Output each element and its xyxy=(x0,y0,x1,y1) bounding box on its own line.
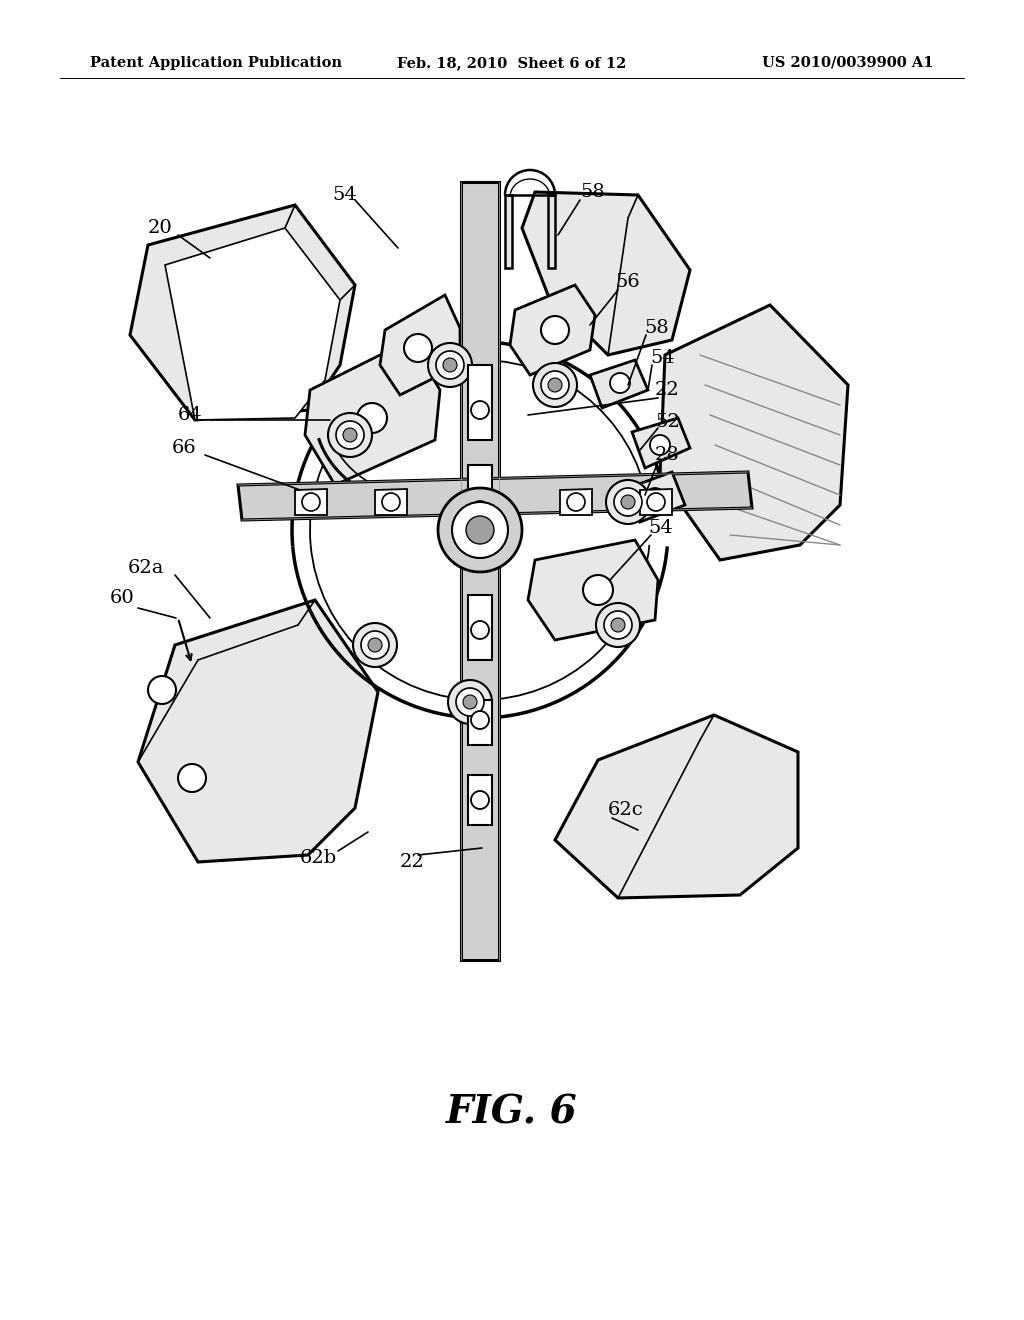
Text: 54: 54 xyxy=(648,519,673,537)
Polygon shape xyxy=(510,285,595,375)
Text: 20: 20 xyxy=(148,219,173,238)
Circle shape xyxy=(357,403,387,433)
Circle shape xyxy=(611,618,625,632)
Circle shape xyxy=(328,413,372,457)
Polygon shape xyxy=(528,540,658,640)
Circle shape xyxy=(541,315,569,345)
Polygon shape xyxy=(375,488,407,515)
Text: 64: 64 xyxy=(178,407,203,424)
Polygon shape xyxy=(468,595,492,660)
Polygon shape xyxy=(505,195,512,268)
Polygon shape xyxy=(560,488,592,515)
Polygon shape xyxy=(468,700,492,744)
Circle shape xyxy=(604,611,632,639)
Text: 60: 60 xyxy=(110,589,135,607)
Text: 62b: 62b xyxy=(300,849,337,867)
Circle shape xyxy=(148,676,176,704)
Circle shape xyxy=(471,711,489,729)
Circle shape xyxy=(449,680,492,723)
Circle shape xyxy=(353,623,397,667)
Polygon shape xyxy=(295,488,327,515)
Polygon shape xyxy=(522,191,690,355)
Circle shape xyxy=(343,428,357,442)
Text: 62a: 62a xyxy=(128,558,165,577)
Circle shape xyxy=(647,492,665,511)
Circle shape xyxy=(471,791,489,809)
Circle shape xyxy=(596,603,640,647)
Circle shape xyxy=(471,502,489,519)
Polygon shape xyxy=(468,775,492,825)
Text: 58: 58 xyxy=(580,183,605,201)
Circle shape xyxy=(428,343,472,387)
Polygon shape xyxy=(305,341,440,484)
Text: US 2010/0039900 A1: US 2010/0039900 A1 xyxy=(763,55,934,70)
Circle shape xyxy=(336,421,364,449)
Circle shape xyxy=(382,492,400,511)
Circle shape xyxy=(534,363,577,407)
Circle shape xyxy=(463,696,477,709)
Text: 54: 54 xyxy=(332,186,356,205)
Circle shape xyxy=(456,688,484,715)
Text: 52: 52 xyxy=(655,413,680,432)
Circle shape xyxy=(583,576,613,605)
Circle shape xyxy=(645,488,665,508)
Circle shape xyxy=(567,492,585,511)
Polygon shape xyxy=(130,205,355,420)
Circle shape xyxy=(548,378,562,392)
Circle shape xyxy=(436,351,464,379)
Text: Patent Application Publication: Patent Application Publication xyxy=(90,55,342,70)
Polygon shape xyxy=(632,418,690,469)
Circle shape xyxy=(452,502,508,558)
Polygon shape xyxy=(238,473,752,520)
Circle shape xyxy=(650,436,670,455)
Polygon shape xyxy=(590,360,648,408)
Circle shape xyxy=(471,401,489,418)
Text: 22: 22 xyxy=(400,853,425,871)
Polygon shape xyxy=(461,182,499,960)
Circle shape xyxy=(438,488,522,572)
Circle shape xyxy=(302,492,319,511)
Circle shape xyxy=(178,764,206,792)
Circle shape xyxy=(541,371,569,399)
Polygon shape xyxy=(380,294,460,395)
Text: 22: 22 xyxy=(655,381,680,399)
Circle shape xyxy=(443,358,457,372)
Circle shape xyxy=(361,631,389,659)
Circle shape xyxy=(368,638,382,652)
Polygon shape xyxy=(555,715,798,898)
Text: 54: 54 xyxy=(650,348,675,367)
Text: 28: 28 xyxy=(655,446,680,465)
Circle shape xyxy=(471,620,489,639)
Text: 56: 56 xyxy=(615,273,640,290)
Polygon shape xyxy=(548,195,555,268)
Polygon shape xyxy=(640,488,672,515)
Polygon shape xyxy=(138,601,378,862)
Text: 58: 58 xyxy=(644,319,669,337)
Polygon shape xyxy=(468,465,492,560)
Polygon shape xyxy=(628,473,685,521)
Text: Feb. 18, 2010  Sheet 6 of 12: Feb. 18, 2010 Sheet 6 of 12 xyxy=(397,55,627,70)
Polygon shape xyxy=(165,228,340,420)
Circle shape xyxy=(404,334,432,362)
Circle shape xyxy=(610,374,630,393)
Polygon shape xyxy=(660,305,848,560)
Circle shape xyxy=(614,488,642,516)
Text: FIG. 6: FIG. 6 xyxy=(446,1093,578,1131)
Circle shape xyxy=(621,495,635,510)
Circle shape xyxy=(606,480,650,524)
Circle shape xyxy=(466,516,494,544)
Text: 62c: 62c xyxy=(608,801,644,818)
Text: 66: 66 xyxy=(172,440,197,457)
Polygon shape xyxy=(468,366,492,440)
